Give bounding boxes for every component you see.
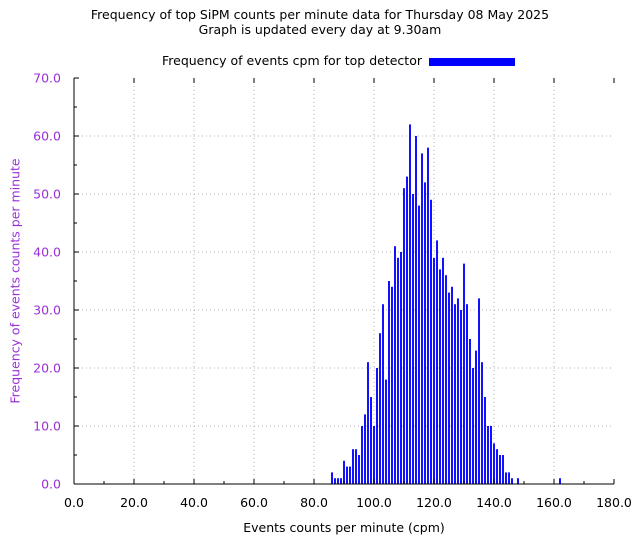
histogram-bar [355, 449, 357, 484]
histogram-bar [334, 478, 336, 484]
histogram-bar [505, 472, 507, 484]
histogram-bar [442, 257, 444, 484]
legend-swatch [429, 58, 515, 66]
y-tick-label: 30.0 [33, 303, 61, 318]
y-tick-label: 70.0 [33, 71, 61, 86]
histogram-bar [484, 397, 486, 484]
x-tick-label: 180.0 [596, 495, 632, 510]
histogram-bar [451, 286, 453, 484]
x-tick-label: 80.0 [300, 495, 328, 510]
histogram-bar [499, 455, 501, 484]
y-tick-label: 20.0 [33, 361, 61, 376]
histogram-bar [415, 136, 417, 484]
chart-title: Frequency of top SiPM counts per minute … [90, 7, 550, 22]
x-tick-label: 160.0 [536, 495, 572, 510]
histogram-bar [391, 286, 393, 484]
histogram-bar [454, 304, 456, 484]
y-tick-label: 40.0 [33, 245, 61, 260]
x-tick-label: 100.0 [356, 495, 392, 510]
histogram-bar [352, 449, 354, 484]
y-axis-label: Frequency of events counts per minute [7, 158, 23, 404]
histogram-bar [394, 246, 396, 484]
histogram-bar [376, 368, 378, 484]
histogram-bar [331, 472, 333, 484]
y-tick-label: 10.0 [33, 419, 61, 434]
histogram-bar [466, 304, 468, 484]
histogram-bar [469, 339, 471, 484]
legend-label: Frequency of events cpm for top detector [161, 53, 422, 68]
histogram-bar [370, 397, 372, 484]
histogram-bar [367, 362, 369, 484]
histogram-bar [472, 368, 474, 484]
histogram-bar [460, 310, 462, 484]
histogram-bar [346, 466, 348, 484]
histogram-bar [361, 426, 363, 484]
histogram-bar [409, 124, 411, 485]
histogram-bar [502, 455, 504, 484]
y-tick-label: 60.0 [33, 129, 61, 144]
chart-subtitle: Graph is updated every day at 9.30am [198, 22, 442, 37]
histogram-bar [400, 252, 402, 484]
histogram-bar [496, 449, 498, 484]
histogram-bar [349, 466, 351, 484]
histogram-bar [478, 298, 480, 484]
x-tick-label: 140.0 [476, 495, 512, 510]
histogram-bar [433, 257, 435, 484]
histogram-bar [517, 478, 519, 484]
histogram-bar [385, 379, 387, 484]
histogram-bar [493, 443, 495, 484]
histogram-bar [475, 350, 477, 484]
histogram-bar [340, 478, 342, 484]
histogram-bar [490, 426, 492, 484]
histogram-bar [424, 182, 426, 484]
histogram-bar [508, 472, 510, 484]
histogram-bar [481, 362, 483, 484]
histogram-bar [559, 478, 561, 484]
x-tick-label: 20.0 [120, 495, 148, 510]
y-tick-label: 50.0 [33, 187, 61, 202]
x-axis-label: Events counts per minute (cpm) [243, 520, 445, 535]
y-tick-label: 0.0 [41, 477, 61, 492]
histogram-bar [403, 188, 405, 484]
histogram-bar [412, 194, 414, 484]
histogram-bar [487, 426, 489, 484]
histogram-bar [364, 414, 366, 484]
histogram-bar [382, 304, 384, 484]
histogram-bar [511, 478, 513, 484]
histogram-bar [337, 478, 339, 484]
histogram-bar [463, 263, 465, 484]
histogram-bar [358, 455, 360, 484]
histogram-bar [439, 269, 441, 484]
histogram-bar [421, 153, 423, 484]
histogram-bar [373, 426, 375, 484]
histogram-bar [436, 240, 438, 484]
x-tick-label: 120.0 [416, 495, 452, 510]
histogram-bar [388, 281, 390, 484]
histogram-bar [379, 333, 381, 484]
histogram-bar [445, 275, 447, 484]
histogram-bar [430, 199, 432, 485]
x-tick-label: 40.0 [180, 495, 208, 510]
x-tick-label: 60.0 [240, 495, 268, 510]
histogram-bar [343, 460, 345, 484]
histogram-bar [457, 298, 459, 484]
legend: Frequency of events cpm for top detector [0, 51, 640, 71]
x-tick-label: 0.0 [64, 495, 84, 510]
histogram-bar [427, 147, 429, 484]
histogram-bar [448, 292, 450, 484]
histogram-bar [406, 176, 408, 484]
histogram-bar [418, 205, 420, 484]
histogram-bar [397, 257, 399, 484]
